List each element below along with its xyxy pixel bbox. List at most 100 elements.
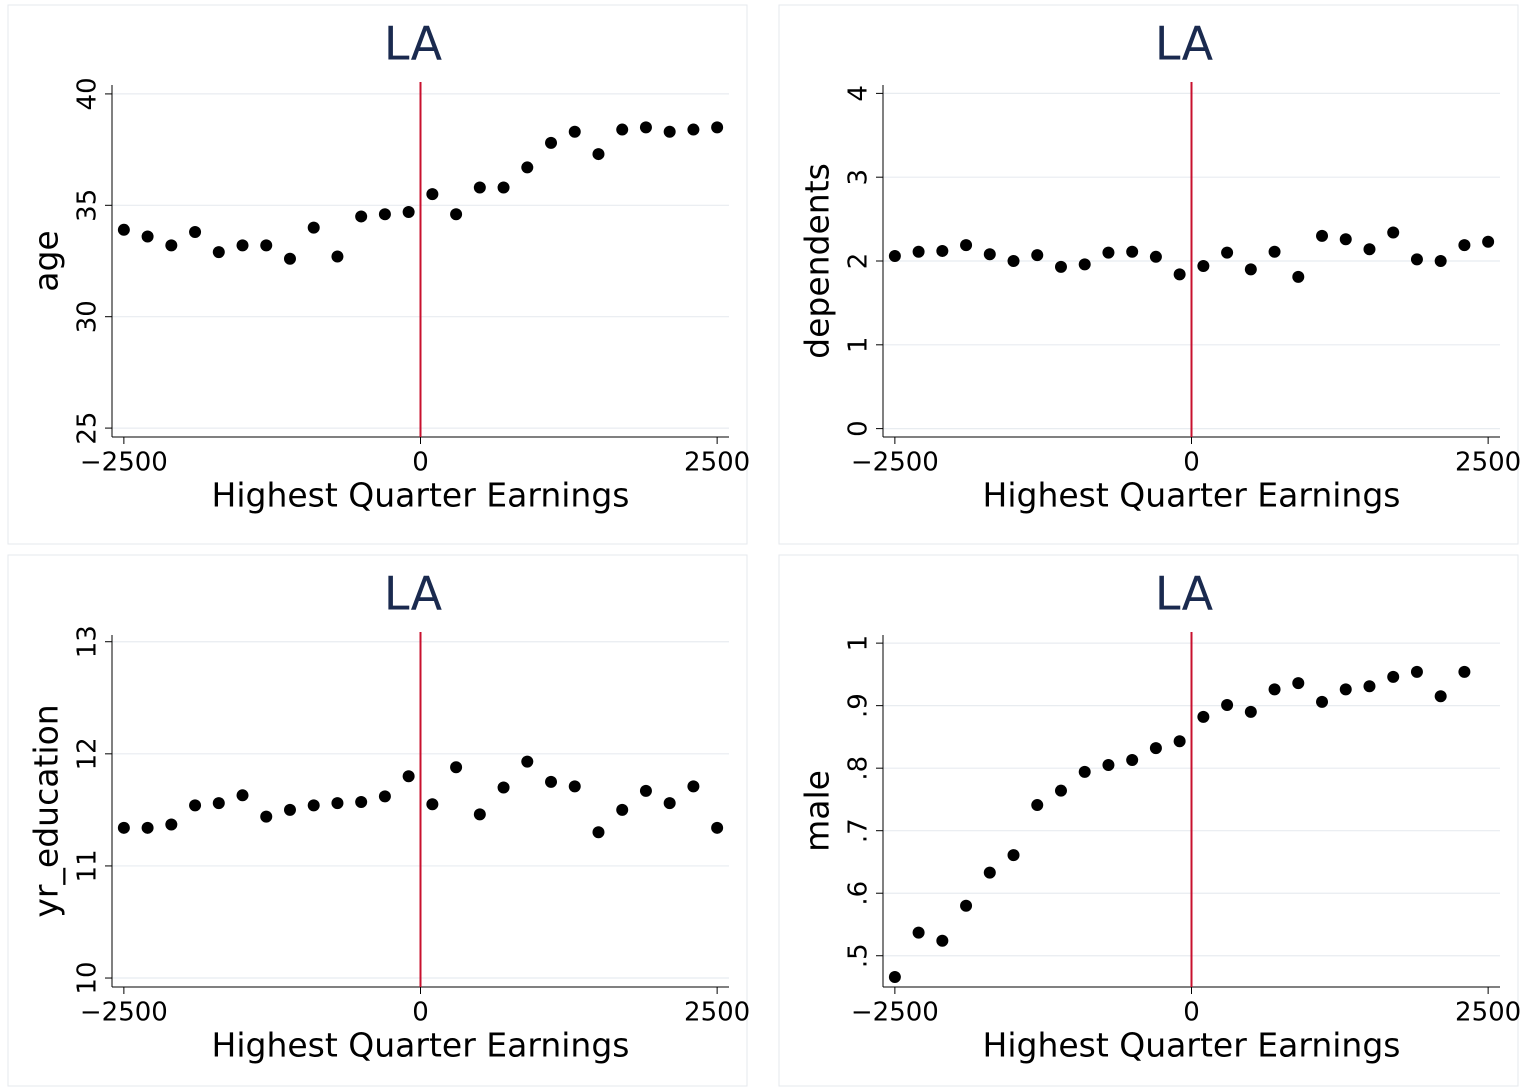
point: [283, 252, 296, 265]
point: [1458, 665, 1471, 678]
point: [378, 790, 391, 803]
point: [1268, 245, 1281, 258]
y-tick-label: 11: [73, 849, 103, 882]
point: [212, 797, 225, 810]
point: [450, 208, 463, 221]
point: [639, 784, 652, 797]
point: [960, 899, 973, 912]
point: [1387, 226, 1400, 239]
point: [1102, 759, 1115, 772]
point: [426, 188, 439, 201]
point: [473, 181, 486, 194]
y-axis-title: dependents: [798, 163, 837, 359]
point: [592, 148, 605, 161]
panel-frame: [7, 554, 748, 1087]
point: [1007, 849, 1020, 862]
point: [426, 798, 439, 811]
x-tick-label: 2500: [1455, 998, 1521, 1028]
y-tick-label: .6: [844, 881, 874, 906]
point: [1149, 742, 1162, 755]
panel: LA 25 30 35 40 −2500 0 2500 Highest Quarter Earn…: [7, 4, 750, 545]
point: [1221, 246, 1234, 259]
point: [1316, 695, 1329, 708]
point: [1054, 260, 1067, 273]
y-tick-label: 1: [844, 635, 874, 652]
point: [616, 803, 629, 816]
point: [592, 826, 605, 839]
y-tick-label: .5: [844, 943, 874, 968]
x-tick-label: −2500: [851, 998, 939, 1028]
point: [1078, 258, 1091, 271]
point: [663, 797, 676, 810]
point: [1126, 245, 1139, 258]
x-tick-label: 0: [412, 448, 429, 478]
point: [236, 239, 249, 252]
point: [1054, 784, 1067, 797]
x-tick-label: 2500: [1455, 448, 1521, 478]
x-tick-label: −2500: [851, 448, 939, 478]
point: [545, 775, 558, 788]
y-tick-label: 3: [844, 169, 874, 186]
point: [545, 136, 558, 149]
point: [983, 248, 996, 261]
y-tick-label: 0: [844, 420, 874, 437]
x-tick-label: −2500: [80, 998, 168, 1028]
y-tick-label: 30: [73, 300, 103, 333]
point: [1316, 229, 1329, 242]
point: [639, 121, 652, 134]
x-tick-label: −2500: [80, 448, 168, 478]
point: [497, 181, 510, 194]
point: [1410, 665, 1423, 678]
point: [711, 821, 724, 834]
x-tick-label: 0: [1183, 998, 1200, 1028]
point: [260, 239, 273, 252]
point: [355, 796, 368, 809]
point: [117, 821, 130, 834]
point: [1292, 270, 1305, 283]
point: [1197, 260, 1210, 273]
y-tick-label: 40: [73, 77, 103, 110]
x-tick-label: 2500: [684, 998, 750, 1028]
point: [663, 125, 676, 138]
y-tick-label: .9: [844, 693, 874, 718]
point: [236, 789, 249, 802]
point: [1031, 249, 1044, 262]
point: [1244, 263, 1257, 276]
point: [936, 934, 949, 947]
point: [1173, 268, 1186, 281]
y-tick-label: 10: [73, 961, 103, 994]
point: [1221, 699, 1234, 712]
y-tick-label: 1: [844, 337, 874, 354]
point: [189, 799, 202, 812]
point: [1482, 235, 1495, 248]
point: [1410, 253, 1423, 266]
point: [687, 780, 700, 793]
x-axis-title: Highest Quarter Earnings: [212, 1026, 630, 1065]
point: [1363, 243, 1376, 256]
panel: LA 10 11 12 13 −2500 0 2500 Highest Quarter Earn…: [7, 554, 750, 1087]
point: [402, 205, 415, 218]
point: [331, 250, 344, 263]
point: [983, 866, 996, 879]
point: [402, 770, 415, 783]
point: [1458, 239, 1471, 252]
y-tick-label: 13: [73, 625, 103, 658]
y-axis-title: male: [798, 770, 837, 852]
point: [687, 123, 700, 136]
point: [283, 803, 296, 816]
panel: LA .5 .6 .7 .8 .9 1 −2500 0 2500 Highest Quarter E…: [778, 554, 1521, 1087]
chart-title: LA: [1155, 567, 1214, 621]
point: [1149, 250, 1162, 263]
point: [1078, 765, 1091, 778]
point: [165, 818, 178, 831]
point: [888, 249, 901, 262]
x-axis-title: Highest Quarter Earnings: [983, 476, 1401, 515]
point: [960, 239, 973, 252]
point: [307, 221, 320, 234]
point: [568, 125, 581, 138]
x-axis-title: Highest Quarter Earnings: [212, 476, 630, 515]
chart-title: LA: [1155, 17, 1214, 71]
point: [307, 799, 320, 812]
y-axis-title: age: [27, 230, 66, 291]
